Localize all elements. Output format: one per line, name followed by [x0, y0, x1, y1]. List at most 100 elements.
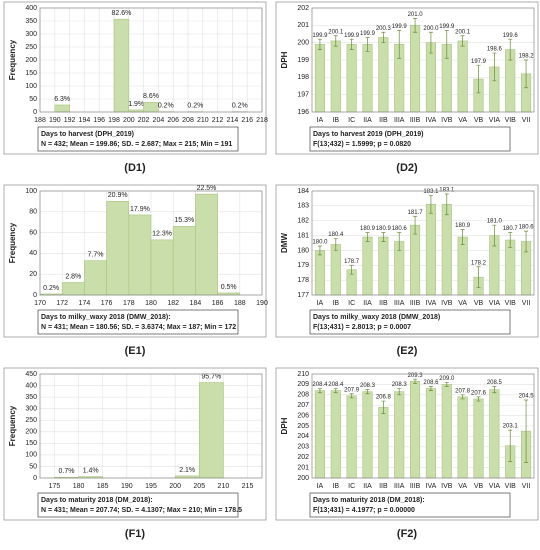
- x-tick-label: 190: [256, 300, 268, 307]
- bar: [330, 390, 341, 479]
- percent-label: 1.9%: [128, 101, 144, 108]
- error-bar: [508, 232, 513, 248]
- x-tick-label: 195: [145, 483, 157, 490]
- percent-label: 0.2%: [158, 103, 174, 110]
- error-bar: [460, 394, 465, 400]
- histogram-bar: [61, 282, 85, 296]
- value-label: 208.4: [328, 382, 344, 388]
- plot-frame: [311, 373, 535, 479]
- y-tick-label: 202: [297, 454, 309, 461]
- percent-label: 15.3%: [174, 217, 194, 224]
- bar: [346, 44, 357, 113]
- panel-label: (D1): [124, 162, 146, 174]
- x-tick-label: IIA: [363, 300, 372, 307]
- value-label: 199.9: [439, 24, 455, 30]
- x-tick-label: IIIB: [410, 117, 421, 124]
- percent-label: 2.1%: [179, 467, 195, 474]
- x-tick-label: 194: [79, 117, 91, 124]
- error-bar: [508, 429, 513, 462]
- error-bar: [381, 31, 386, 44]
- error-bar: [397, 232, 402, 251]
- x-tick-label: 198: [108, 117, 120, 124]
- stats-box: [37, 309, 239, 335]
- y-tick-label: 100: [25, 188, 37, 195]
- value-label: 200.1: [328, 29, 344, 35]
- error-bar: [524, 399, 529, 463]
- y-tick-label: 350: [25, 18, 37, 25]
- value-label: 208.3: [392, 382, 408, 388]
- stats-line: F(13;431) = 4.1977; p = 0.00000: [313, 507, 415, 514]
- error-bar: [397, 388, 402, 396]
- y-tick-label: 50: [29, 463, 37, 470]
- stats-title: Days to maturity 2018 (DM_2018):: [41, 497, 153, 504]
- percent-label: 7.7%: [88, 252, 104, 259]
- x-tick-label: 202: [138, 117, 150, 124]
- percent-label: 12.3%: [152, 231, 172, 238]
- x-tick-label: 176: [101, 300, 113, 307]
- y-tick-label: 250: [25, 417, 37, 424]
- y-tick-label: 178: [297, 277, 309, 284]
- y-tick-label: 201: [297, 464, 309, 471]
- y-tick-label: 202: [297, 5, 309, 12]
- percent-label: 20.9%: [108, 192, 128, 199]
- x-tick-label: 215: [242, 483, 254, 490]
- y-tick-label: 250: [25, 44, 37, 51]
- x-tick-label: IIB: [379, 117, 388, 124]
- value-label: 206.8: [376, 395, 392, 401]
- stats-title: Days to harvest (DPH_2019): [41, 131, 134, 138]
- percent-label: 8.6%: [143, 93, 159, 100]
- error-bar: [413, 215, 418, 235]
- error-bar: [428, 195, 433, 214]
- plot-frame: [39, 7, 263, 113]
- y-tick-label: 350: [25, 394, 37, 401]
- stats-title: Days to maturity 2018 (DM_2018):: [313, 497, 425, 504]
- error-bar: [444, 381, 449, 387]
- stats-box: [37, 492, 239, 518]
- stats-title: Days to harvest 2019 (DPH_2019): [313, 131, 424, 138]
- value-label: 180.0: [312, 240, 328, 246]
- x-tick-label: IB: [332, 117, 339, 124]
- histogram-bar: [198, 382, 224, 479]
- y-tick-label: 203: [297, 444, 309, 451]
- error-bar: [492, 224, 497, 247]
- y-tick-label: 184: [297, 188, 309, 195]
- bar: [425, 204, 436, 296]
- x-tick-label: 180: [145, 300, 157, 307]
- error-bar: [508, 38, 513, 61]
- error-bar: [365, 37, 370, 52]
- stats-line: N = 432; Mean = 199.86; SD. = 2.687; Max…: [41, 141, 232, 148]
- error-bar: [381, 232, 386, 242]
- stats-line: F(13;431) = 2.8013; p = 0.0007: [313, 324, 411, 331]
- percent-label: 2.8%: [65, 273, 81, 280]
- value-label: 203.1: [503, 424, 519, 430]
- x-tick-label: 216: [241, 117, 253, 124]
- x-tick-label: 170: [34, 300, 46, 307]
- y-tick-label: 182: [297, 218, 309, 225]
- stats-box: [309, 126, 511, 152]
- histogram-bar: [172, 226, 196, 296]
- bar: [505, 239, 516, 296]
- y-tick-label: 400: [25, 5, 37, 12]
- x-tick-label: 174: [79, 300, 91, 307]
- value-label: 197.9: [471, 59, 487, 65]
- bar: [330, 244, 341, 296]
- x-tick-label: IVA: [426, 300, 437, 307]
- y-tick-label: 0: [33, 475, 37, 482]
- x-tick-label: VIB: [505, 117, 517, 124]
- value-label: 180.7: [503, 226, 519, 232]
- y-tick-label: 200: [297, 40, 309, 47]
- y-tick-label: 197: [297, 92, 309, 99]
- value-label: 208.6: [423, 380, 439, 386]
- value-label: 180.6: [519, 225, 535, 231]
- bar: [410, 25, 421, 113]
- panel-label: (D2): [396, 162, 418, 174]
- value-label: 200.3: [376, 26, 392, 32]
- y-axis-label: DPH: [280, 417, 289, 434]
- bar: [473, 398, 484, 479]
- percent-label: 95.7%: [201, 373, 221, 380]
- y-tick-label: 209: [297, 381, 309, 388]
- bar: [441, 204, 452, 296]
- x-tick-label: IIA: [363, 483, 372, 490]
- stats-box: [309, 309, 511, 335]
- bar: [378, 406, 389, 479]
